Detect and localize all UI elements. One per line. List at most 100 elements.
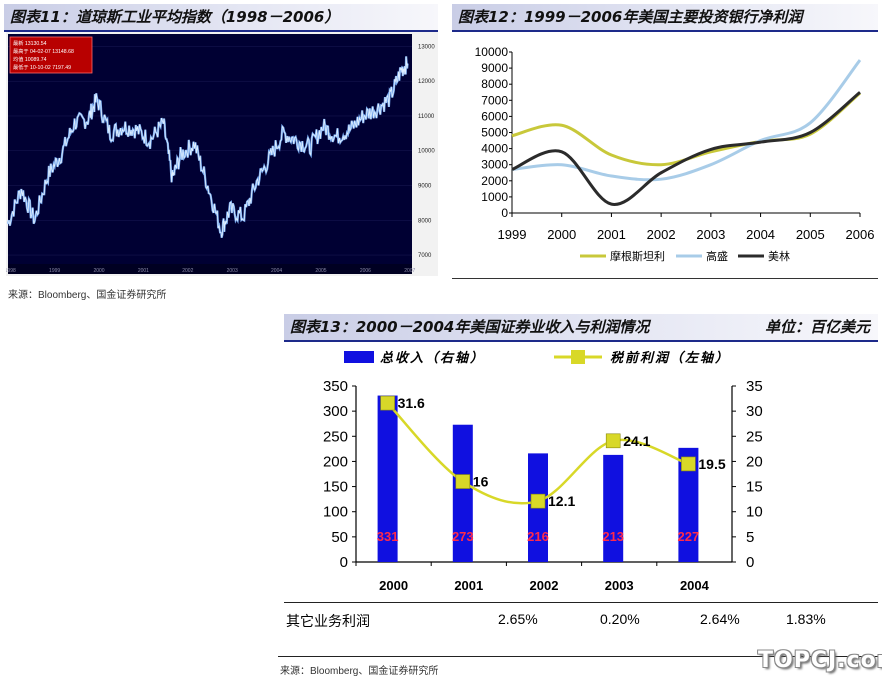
fig13-chart: 总收入（右轴） 税前利润（左轴） 0 50 100 150 200 250 300 350 0 5 1… <box>323 350 763 593</box>
svg-text:最新 13130.54: 最新 13130.54 <box>13 39 47 47</box>
fig13-profit-marker <box>455 474 471 489</box>
fig13-bar-label: 213 <box>602 529 624 544</box>
fig11-xtick-label: 1998 <box>6 268 16 274</box>
fig12-ytick-label: 8000 <box>481 77 508 91</box>
fig12-ytick-label: 4000 <box>481 142 508 156</box>
table-cell-2001: 2.65% <box>498 611 538 627</box>
fig12-xtick-label: 2003 <box>696 227 725 242</box>
fig11-ytick-label: 11000 <box>418 114 435 120</box>
table-cell-2002: 0.20% <box>600 611 640 627</box>
fig13-legend-bar-label: 总收入（右轴） <box>380 350 485 365</box>
fig13-left-tick-label: 150 <box>323 479 348 496</box>
fig12-xtick-label: 2006 <box>846 227 875 242</box>
fig13-profit-label: 31.6 <box>398 395 425 411</box>
fig11-ytick-label: 12000 <box>418 79 435 85</box>
fig13-profit-label: 19.5 <box>698 456 725 472</box>
fig12-ytick-label: 1000 <box>481 190 508 204</box>
fig13-x-tick-label: 2001 <box>454 578 483 593</box>
svg-text:均值 10089.74: 均值 10089.74 <box>13 55 47 63</box>
fig13-profit-marker <box>681 456 696 472</box>
fig12-ytick-label: 5000 <box>481 126 508 140</box>
fig11-xtick-label: 2000 <box>93 268 104 274</box>
fig13-right-tick-label: 25 <box>746 428 763 445</box>
fig13-left-tick-label: 50 <box>331 529 348 546</box>
fig13-right-tick-label: 5 <box>746 529 754 546</box>
fig13-unit: 单位：百亿美元 <box>764 318 870 336</box>
fig13-bar-label: 273 <box>452 529 474 544</box>
fig11-xtick-label: 2003 <box>227 268 238 274</box>
fig12-series-line-2 <box>511 91 861 206</box>
fig12-xtick-label: 1999 <box>498 227 527 242</box>
fig13-left-tick-label: 300 <box>323 403 348 420</box>
fig11-ytick-label: 10000 <box>418 149 435 155</box>
fig12-ytick-label: 10000 <box>475 45 509 59</box>
fig12-xtick-label: 2000 <box>547 227 576 242</box>
fig13-x-tick-label: 2003 <box>605 578 634 593</box>
fig12-xtick-label: 2005 <box>796 227 825 242</box>
fig13-profit-label: 24.1 <box>623 433 650 449</box>
fig12-xtick-label: 2004 <box>746 227 775 242</box>
fig11-ytick-label: 7000 <box>418 253 432 259</box>
fig12-legend-label: 摩根斯坦利 <box>610 249 665 263</box>
fig13-right-tick-label: 30 <box>746 403 763 420</box>
fig13-legend-line-label: 税前利润（左轴） <box>610 350 730 365</box>
fig13-profit-marker <box>605 433 621 449</box>
table-rule <box>284 602 878 603</box>
fig11-xtick-label: 2002 <box>182 268 193 274</box>
table-cell-2004: 1.83% <box>786 611 826 627</box>
fig13-x-tick-label: 2002 <box>530 578 559 593</box>
source-top: 来源：Bloomberg、国金证券研究所 <box>8 290 167 301</box>
fig13-revenue-bar <box>452 424 473 562</box>
bottom-rule <box>278 656 878 657</box>
fig13-revenue-bar <box>603 454 624 562</box>
fig12-ytick-label: 0 <box>501 206 508 220</box>
fig13-left-tick-label: 200 <box>323 453 348 470</box>
fig12-xtick-label: 2001 <box>597 227 626 242</box>
fig13-right-tick-label: 35 <box>746 378 763 395</box>
fig11-xtick-label: 2006 <box>360 268 371 274</box>
fig13-left-tick-label: 0 <box>340 554 348 571</box>
watermark-logo: TOPCJ.com <box>758 648 882 673</box>
fig11-xtick-label: 2005 <box>315 268 326 274</box>
fig13-right-tick-label: 15 <box>746 479 763 496</box>
fig13-bar-label: 216 <box>527 529 549 544</box>
fig12-series-line-1 <box>511 59 862 182</box>
table-row-label: 其它业务利润 <box>286 613 370 629</box>
fig11-xtick-label: 2001 <box>138 268 149 274</box>
fig13-left-tick-label: 250 <box>323 428 348 445</box>
fig11-ytick-label: 13000 <box>418 44 435 50</box>
fig13-profit-marker <box>530 493 546 509</box>
fig12-chart: 0 1000 2000 3000 4000 5000 6000 7000 8000 9000 100… <box>475 45 875 263</box>
fig11-ytick-label: 8000 <box>418 218 432 224</box>
fig13-right-tick-label: 20 <box>746 453 763 470</box>
fig12-legend-label: 高盛 <box>706 249 728 263</box>
fig11-xtick-label: 2007 <box>404 268 415 274</box>
fig13-revenue-bar <box>377 395 398 562</box>
svg-text:最高于 04-02-07 13148.68: 最高于 04-02-07 13148.68 <box>13 47 74 55</box>
fig12-ytick-label: 3000 <box>481 158 508 172</box>
fig13-legend-bar-swatch <box>344 351 374 363</box>
fig13-profit-label: 16 <box>473 474 489 490</box>
fig12-xtick-label: 2002 <box>647 227 676 242</box>
fig13-revenue-bar <box>678 447 699 562</box>
fig11-title: 图表11：道琼斯工业平均指数（1998－2006） <box>4 4 438 30</box>
fig11-xtick-label: 1999 <box>49 268 60 274</box>
fig13-title-bar: 图表13：2000－2004年美国证券业收入与利润情况 单位：百亿美元 <box>284 314 878 340</box>
fig11-title-rule <box>4 30 438 32</box>
fig13-profit-label: 12.1 <box>548 493 575 509</box>
fig13-left-tick-label: 100 <box>323 504 348 521</box>
fig12-bottom-rule <box>452 278 878 279</box>
fig11-index-line <box>7 56 408 238</box>
fig13-x-tick-label: 2004 <box>680 578 710 593</box>
source-bottom: 来源：Bloomberg、国金证券研究所 <box>280 666 439 677</box>
fig12-ytick-label: 2000 <box>481 174 508 188</box>
fig13-right-tick-label: 0 <box>746 554 754 571</box>
table-cell-2003: 2.64% <box>700 611 740 627</box>
fig11-legend-box: 最新 13130.54 最高于 04-02-07 13148.68 均值 100… <box>9 36 93 74</box>
svg-text:最低于 10-10-02 7197.49: 最低于 10-10-02 7197.49 <box>13 63 71 71</box>
fig13-bar-label: 331 <box>377 529 399 544</box>
fig13-title-rule <box>284 340 878 342</box>
fig12-ytick-label: 6000 <box>481 109 508 123</box>
fig12-title: 图表12：1999－2006年美国主要投资银行净利润 <box>452 4 878 30</box>
fig12-ytick-label: 9000 <box>481 61 508 75</box>
